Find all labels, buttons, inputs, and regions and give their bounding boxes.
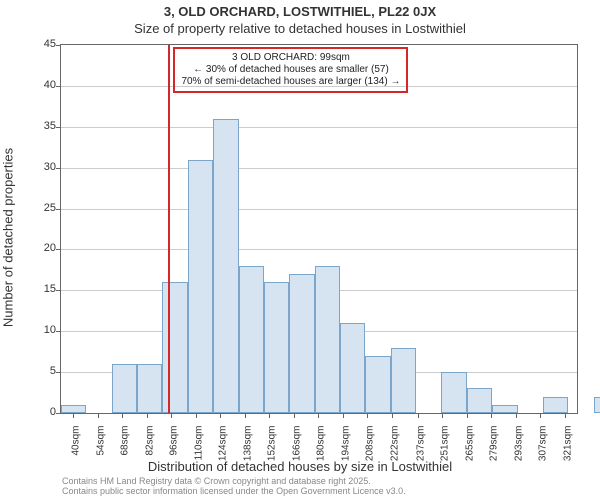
ytick-mark [56,168,61,169]
histogram-bar [467,388,492,413]
chart-subtitle: Size of property relative to detached ho… [0,21,600,36]
chart-container: 3, OLD ORCHARD, LOSTWITHIEL, PL22 0JX Si… [0,0,600,500]
footer-line-1: Contains HM Land Registry data © Crown c… [62,476,406,486]
xtick-label: 222sqm [389,426,400,462]
ytick-mark [56,290,61,291]
xtick-label: 208sqm [365,426,376,462]
xtick-mark [442,413,443,418]
xtick-mark [343,413,344,418]
xtick-mark [98,413,99,418]
property-annotation: 3 OLD ORCHARD: 99sqm← 30% of detached ho… [173,47,408,93]
xtick-mark [294,413,295,418]
histogram-bar [239,266,264,413]
ytick-label: 20 [26,242,56,254]
histogram-bar [289,274,314,413]
xtick-label: 251sqm [440,426,451,462]
ytick-label: 35 [26,120,56,132]
property-marker-line [168,45,170,413]
footer-line-2: Contains public sector information licen… [62,486,406,496]
xtick-label: 110sqm [193,426,204,461]
footer-attribution: Contains HM Land Registry data © Crown c… [62,476,406,496]
histogram-bar [315,266,340,413]
xtick-mark [418,413,419,418]
histogram-bar [391,348,416,413]
histogram-bar [264,282,289,413]
gridline [61,249,577,250]
ytick-mark [56,331,61,332]
xtick-mark [147,413,148,418]
xtick-mark [367,413,368,418]
xtick-label: 54sqm [95,426,106,456]
histogram-bar [137,364,162,413]
chart-title-address: 3, OLD ORCHARD, LOSTWITHIEL, PL22 0JX [0,4,600,19]
ytick-mark [56,249,61,250]
ytick-label: 0 [26,406,56,418]
chart-titles: 3, OLD ORCHARD, LOSTWITHIEL, PL22 0JX Si… [0,0,600,36]
ytick-mark [56,86,61,87]
histogram-bar [441,372,466,413]
ytick-label: 15 [26,283,56,295]
histogram-bar [365,356,390,413]
gridline [61,209,577,210]
histogram-bar [112,364,137,413]
ytick-mark [56,413,61,414]
xtick-mark [171,413,172,418]
histogram-bar [594,397,600,413]
xtick-label: 180sqm [316,426,327,462]
xtick-label: 321sqm [562,426,573,462]
histogram-bar [162,282,187,413]
ytick-label: 25 [26,202,56,214]
xtick-label: 68sqm [120,426,131,456]
annotation-line: 70% of semi-detached houses are larger (… [181,76,400,88]
histogram-bar [340,323,365,413]
ytick-label: 5 [26,365,56,377]
xtick-label: 194sqm [340,426,351,462]
ytick-mark [56,209,61,210]
ytick-label: 40 [26,79,56,91]
annotation-line: 3 OLD ORCHARD: 99sqm [181,52,400,64]
xtick-mark [269,413,270,418]
plot-area: 3 OLD ORCHARD: 99sqm← 30% of detached ho… [60,44,578,414]
histogram-bar [492,405,517,413]
ytick-mark [56,127,61,128]
xtick-label: 265sqm [464,426,475,462]
gridline [61,168,577,169]
xtick-label: 124sqm [218,426,229,462]
histogram-bar [543,397,568,413]
ytick-mark [56,372,61,373]
xtick-mark [392,413,393,418]
ytick-label: 30 [26,161,56,173]
annotation-line: ← 30% of detached houses are smaller (57… [181,64,400,76]
xtick-mark [540,413,541,418]
xtick-label: 307sqm [538,426,549,462]
xtick-mark [245,413,246,418]
xtick-label: 279sqm [489,426,500,462]
histogram-bar [61,405,86,413]
y-axis-label: Number of detached properties [1,148,16,327]
xtick-mark [516,413,517,418]
xtick-mark [73,413,74,418]
xtick-mark [467,413,468,418]
ytick-label: 45 [26,38,56,50]
gridline [61,127,577,128]
xtick-mark [122,413,123,418]
xtick-label: 82sqm [144,426,155,456]
xtick-label: 293sqm [513,426,524,462]
xtick-mark [565,413,566,418]
x-axis-label: Distribution of detached houses by size … [0,459,600,474]
ytick-label: 10 [26,324,56,336]
histogram-bar [213,119,238,413]
xtick-mark [220,413,221,418]
xtick-mark [196,413,197,418]
xtick-mark [491,413,492,418]
xtick-label: 237sqm [415,426,426,462]
ytick-mark [56,45,61,46]
xtick-label: 166sqm [291,426,302,462]
xtick-mark [318,413,319,418]
xtick-label: 40sqm [71,426,82,456]
xtick-label: 138sqm [242,426,253,462]
histogram-bar [188,160,213,414]
xtick-label: 96sqm [169,426,180,456]
xtick-label: 152sqm [267,426,278,462]
